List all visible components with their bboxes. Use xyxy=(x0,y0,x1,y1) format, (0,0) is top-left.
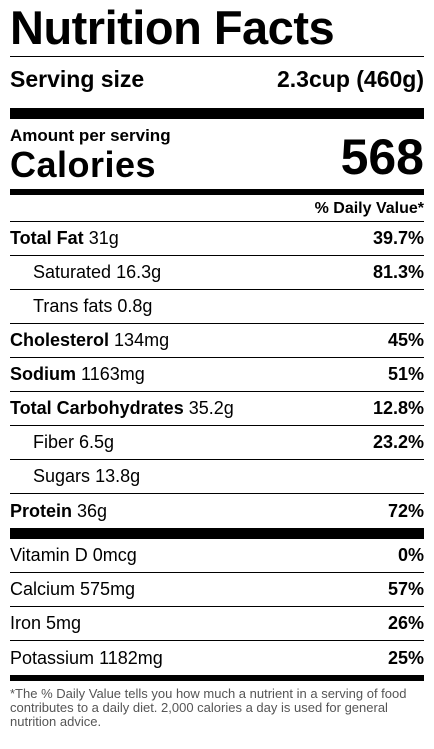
nutrient-name: Sugars xyxy=(33,466,91,486)
nutrient-amount: 31g xyxy=(88,228,119,248)
divider xyxy=(10,675,424,681)
nutrient-amount: 35.2g xyxy=(188,398,234,418)
daily-value: 57% xyxy=(387,579,424,599)
nutrient-name: Cholesterol xyxy=(10,330,110,350)
nutrient-name: Fiber xyxy=(33,432,75,452)
nutrient-amount: 134mg xyxy=(114,330,170,350)
serving-value: 2.3cup (460g) xyxy=(277,65,424,92)
calories-row: Amount per serving Calories 568 xyxy=(10,119,424,186)
nutrient-row: Sodium 1163mg 51% xyxy=(10,358,424,392)
nutrient-name: Saturated xyxy=(33,262,112,282)
divider xyxy=(10,189,424,195)
vitamin-name: Vitamin D xyxy=(10,545,88,565)
nutrient-name: Protein xyxy=(10,500,73,521)
divider xyxy=(10,528,424,539)
vitamin-row: Vitamin D 0mcg 0% xyxy=(10,539,424,573)
vitamin-amount: 1182mg xyxy=(99,647,163,668)
serving-label: Serving size xyxy=(10,65,145,92)
daily-value: 12.8% xyxy=(372,398,424,418)
vitamin-name: Potassium xyxy=(10,647,95,668)
daily-value: 45% xyxy=(387,330,424,350)
vitamin-row: Iron 5mg 26% xyxy=(10,607,424,641)
nutrient-row: Sugars 13.8g xyxy=(10,460,424,494)
daily-value: 23.2% xyxy=(372,432,424,452)
vitamin-amount: 575mg xyxy=(80,579,136,599)
daily-value: 26% xyxy=(387,613,424,633)
nutrient-name: Trans fats xyxy=(33,296,113,316)
nutrient-amount: 36g xyxy=(77,500,108,521)
nutrient-row: Protein 36g 72% xyxy=(10,494,424,528)
serving-row: Serving size 2.3cup (460g) xyxy=(10,57,424,101)
daily-value: 39.7% xyxy=(372,228,424,248)
footnote: *The % Daily Value tells you how much a … xyxy=(10,686,407,729)
daily-value: 51% xyxy=(387,364,424,384)
nutrient-row: Saturated 16.3g 81.3% xyxy=(10,256,424,290)
daily-value-header: % Daily Value* xyxy=(10,195,424,222)
nutrient-row: Fiber 6.5g 23.2% xyxy=(10,426,424,460)
nutrient-row: Total Fat 31g 39.7% xyxy=(10,222,424,256)
nutrient-amount: 6.5g xyxy=(79,432,115,452)
title: Nutrition Facts xyxy=(10,0,424,57)
daily-value: 72% xyxy=(387,500,424,521)
vitamin-name: Iron xyxy=(10,613,42,633)
daily-value: 25% xyxy=(387,647,424,668)
vitamin-name: Calcium xyxy=(10,579,76,599)
nutrient-name: Total Carbohydrates xyxy=(10,398,184,418)
vitamin-amount: 0mcg xyxy=(92,545,137,565)
nutrient-row: Cholesterol 134mg 45% xyxy=(10,324,424,358)
amount-per-serving: Amount per serving xyxy=(10,126,171,145)
nutrient-amount: 1163mg xyxy=(81,364,145,384)
nutrient-name: Sodium xyxy=(10,364,76,384)
daily-value: 0% xyxy=(397,545,424,565)
vitamin-row: Potassium 1182mg 25% xyxy=(10,641,424,675)
nutrient-amount: 0.8g xyxy=(117,296,153,316)
calories-label: Calories xyxy=(10,144,157,185)
nutrition-label: Nutrition Facts Serving size 2.3cup (460… xyxy=(10,0,424,749)
nutrient-row: Total Carbohydrates 35.2g 12.8% xyxy=(10,392,424,426)
nutrient-amount: 16.3g xyxy=(116,262,162,282)
vitamin-amount: 5mg xyxy=(46,613,82,633)
divider xyxy=(10,108,424,119)
vitamin-row: Calcium 575mg 57% xyxy=(10,573,424,607)
calories-value: 568 xyxy=(340,129,424,185)
daily-value: 81.3% xyxy=(372,262,424,282)
nutrient-row: Trans fats 0.8g xyxy=(10,290,424,324)
nutrient-amount: 13.8g xyxy=(95,466,141,486)
nutrient-name: Total Fat xyxy=(10,228,84,248)
